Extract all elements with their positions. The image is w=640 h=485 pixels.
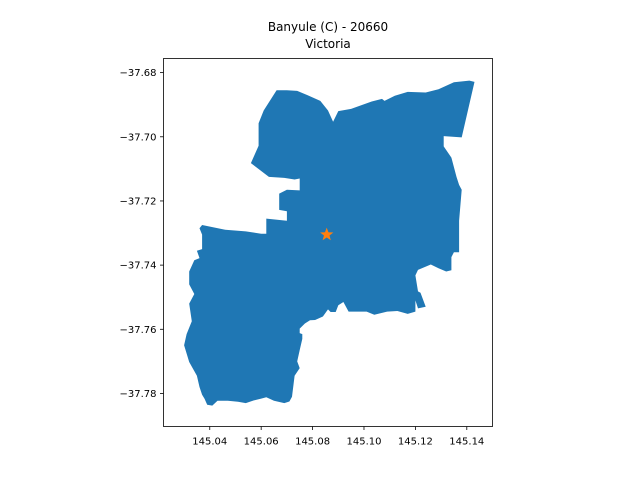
centroid-star-marker: [320, 227, 334, 241]
map-title-line1: Banyule (C) - 20660: [268, 20, 388, 34]
y-axis: −37.68 −37.70 −37.72 −37.74 −37.76 −37.78: [119, 68, 164, 400]
x-tick-label: 145.08: [295, 437, 330, 448]
y-tick-label: −37.76: [119, 325, 156, 336]
map-title-line2: Victoria: [305, 37, 351, 51]
x-tick-label: 145.12: [398, 437, 433, 448]
plot-area: [184, 80, 475, 406]
y-tick-label: −37.68: [119, 68, 156, 79]
x-tick-label: 145.06: [244, 437, 279, 448]
x-axis: 145.04 145.06 145.08 145.10 145.12 145.14: [192, 426, 484, 448]
region-polygon: [184, 80, 475, 406]
y-tick-label: −37.70: [119, 132, 156, 143]
x-tick-label: 145.14: [449, 437, 484, 448]
axes-frame: [163, 58, 493, 427]
y-tick-label: −37.74: [119, 261, 156, 272]
y-tick-label: −37.78: [119, 389, 156, 400]
y-tick-label: −37.72: [119, 196, 156, 207]
x-tick-label: 145.10: [346, 437, 381, 448]
x-tick-label: 145.04: [192, 437, 227, 448]
